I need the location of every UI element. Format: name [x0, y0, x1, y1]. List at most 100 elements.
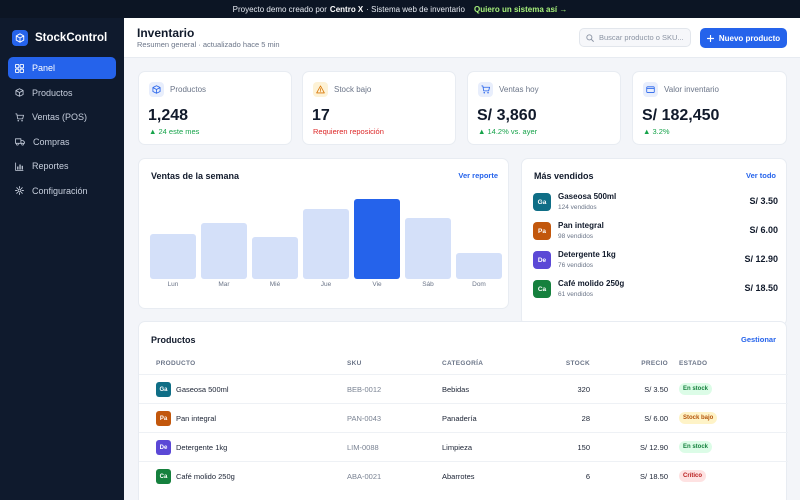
product-stock: 150: [577, 443, 590, 452]
chart-bar[interactable]: [150, 234, 196, 279]
view-report-link[interactable]: Ver reporte: [458, 171, 498, 180]
promo-suffix: · Sistema web de inventario: [366, 4, 465, 14]
box-icon: [149, 82, 164, 97]
promo-brand: Centro X: [329, 4, 364, 14]
column-header-categoria[interactable]: CATEGORÍA: [442, 360, 484, 367]
stat-card-productos: Productos 1,248 ▲ 24 este mes: [138, 71, 292, 145]
top-seller-sold: 124 vendidos: [558, 204, 597, 211]
status-badge: En stock: [679, 383, 713, 395]
status-badge: Stock bajo: [679, 412, 718, 424]
sidebar-item-label: Reportes: [32, 161, 69, 172]
stat-label: Stock bajo: [334, 85, 372, 94]
top-seller-item[interactable]: Ga Gaseosa 500ml 124 vendidos S/ 3.50: [533, 191, 778, 217]
sidebar-item-compras[interactable]: Compras: [8, 131, 116, 153]
sidebar-item-label: Ventas (POS): [32, 112, 88, 123]
new-product-button[interactable]: Nuevo producto: [700, 28, 787, 48]
stat-delta: ▲ 14.2% vs. ayer: [478, 127, 538, 136]
top-seller-price: S/ 6.00: [749, 225, 778, 235]
chart-x-label: Mar: [218, 281, 230, 288]
manage-link[interactable]: Gestionar: [740, 335, 776, 344]
brand[interactable]: StockControl: [12, 30, 107, 46]
bar-chart-icon: [15, 162, 24, 171]
product-category: Bebidas: [442, 385, 470, 394]
product-category: Limpieza: [442, 443, 473, 452]
table-row[interactable]: Ca Café molido 250g ABA-0021 Abarrotes 6 S/ 1…: [139, 461, 788, 490]
product-category: Panadería: [442, 414, 477, 423]
product-stock: 320: [577, 385, 590, 394]
column-header-estado[interactable]: ESTADO: [679, 360, 708, 367]
column-header-stock[interactable]: STOCK: [565, 360, 590, 367]
stat-value: 17: [312, 107, 330, 124]
search-input[interactable]: Buscar producto o SKU...: [579, 28, 691, 47]
top-seller-name: Café molido 250g: [558, 279, 625, 288]
main-content: Inventario Resumen general · actualizado…: [124, 18, 800, 500]
top-sellers-title: Más vendidos: [534, 171, 594, 181]
column-header-precio[interactable]: PRECIO: [641, 360, 668, 367]
chart-bar[interactable]: [252, 237, 298, 279]
chart-bar[interactable]: [354, 199, 400, 279]
sidebar-item-productos[interactable]: Productos: [8, 82, 116, 104]
chart-x-label: Dom: [472, 281, 486, 288]
product-sku: BEB-0012: [347, 385, 382, 394]
chart-bar[interactable]: [201, 223, 247, 279]
stat-card-stock-bajo: Stock bajo 17 Requieren reposición: [302, 71, 456, 145]
chart-bar[interactable]: [405, 218, 451, 279]
product-sku: LIM-0088: [347, 443, 379, 452]
sidebar-item-panel[interactable]: Panel: [8, 57, 116, 79]
cube-logo-icon: [12, 30, 28, 46]
page-header: Inventario Resumen general · actualizado…: [124, 18, 800, 58]
top-seller-item[interactable]: Pa Pan integral 98 vendidos S/ 6.00: [533, 220, 778, 246]
product-avatar: Ga: [156, 382, 171, 397]
product-avatar: Ca: [156, 469, 171, 484]
product-name: Detergente 1kg: [176, 443, 228, 452]
product-category: Abarrotes: [442, 472, 475, 481]
table-row[interactable]: Pa Pan integral PAN-0043 Panadería 28 S/ 6.00…: [139, 403, 788, 432]
chart-bar[interactable]: [456, 253, 502, 279]
top-seller-name: Detergente 1kg: [558, 250, 616, 259]
promo-cta-link[interactable]: Quiero un sistema así →: [473, 4, 568, 14]
products-title: Productos: [151, 335, 196, 345]
search-placeholder: Buscar producto o SKU...: [599, 33, 684, 42]
top-seller-item[interactable]: De Detergente 1kg 76 vendidos S/ 12.90: [533, 249, 778, 275]
table-row[interactable]: De Detergente 1kg LIM-0088 Limpieza 150 S/ 12…: [139, 432, 788, 461]
sidebar-item-configuracion[interactable]: Configuración: [8, 180, 116, 202]
product-price: S/ 3.50: [644, 385, 668, 394]
table-row[interactable]: Ga Gaseosa 500ml BEB-0012 Bebidas 320 S/ 3.50…: [139, 374, 788, 403]
top-seller-name: Pan integral: [558, 221, 604, 230]
weekly-sales-chart: [150, 199, 502, 279]
product-name: Gaseosa 500ml: [176, 385, 229, 394]
chart-bar[interactable]: [303, 209, 349, 279]
top-seller-sold: 76 vendidos: [558, 262, 594, 269]
column-header-sku[interactable]: SKU: [347, 360, 362, 367]
top-seller-price: S/ 18.50: [744, 283, 778, 293]
column-header-producto[interactable]: PRODUCTO: [156, 360, 196, 367]
top-seller-sold: 61 vendidos: [558, 291, 594, 298]
product-avatar: Ca: [533, 280, 551, 298]
status-badge: Crítico: [679, 470, 707, 482]
sidebar-item-ventas[interactable]: Ventas (POS): [8, 106, 116, 128]
truck-icon: [15, 138, 25, 146]
search-icon: [586, 33, 594, 42]
app-name: StockControl: [35, 32, 108, 44]
product-avatar: De: [533, 251, 551, 269]
top-seller-item[interactable]: Ca Café molido 250g 61 vendidos S/ 18.50: [533, 278, 778, 304]
product-name: Café molido 250g: [176, 472, 235, 481]
stat-label: Valor inventario: [664, 85, 719, 94]
product-stock: 28: [581, 414, 590, 423]
stat-label: Productos: [170, 85, 207, 94]
product-avatar: Pa: [533, 222, 551, 240]
top-seller-price: S/ 12.90: [744, 254, 778, 264]
stat-label: Ventas hoy: [499, 85, 539, 94]
view-all-link[interactable]: Ver todo: [745, 171, 776, 180]
page-title: Inventario: [137, 26, 195, 40]
product-name: Pan integral: [176, 414, 217, 423]
sidebar-item-label: Compras: [33, 136, 70, 147]
sidebar-item-reportes[interactable]: Reportes: [8, 155, 116, 177]
plus-icon: [706, 34, 714, 42]
product-price: S/ 6.00: [644, 414, 668, 423]
status-badge: En stock: [679, 441, 713, 453]
weekly-sales-title: Ventas de la semana: [151, 171, 240, 181]
wallet-icon: [643, 82, 658, 97]
stat-delta: Requieren reposición: [313, 127, 384, 136]
chart-x-label: Mié: [269, 281, 281, 288]
